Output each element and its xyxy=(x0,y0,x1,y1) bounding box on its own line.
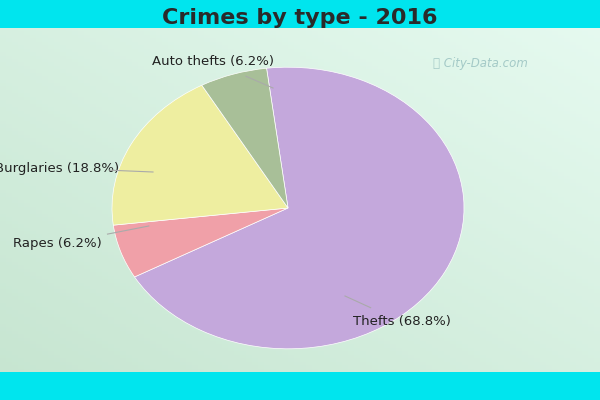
Wedge shape xyxy=(134,67,464,349)
Wedge shape xyxy=(112,85,288,225)
Wedge shape xyxy=(202,68,288,208)
Text: Burglaries (18.8%): Burglaries (18.8%) xyxy=(0,162,119,174)
Text: Auto thefts (6.2%): Auto thefts (6.2%) xyxy=(152,56,274,68)
Text: Thefts (68.8%): Thefts (68.8%) xyxy=(353,316,451,328)
Text: Rapes (6.2%): Rapes (6.2%) xyxy=(13,238,101,250)
Text: Crimes by type - 2016: Crimes by type - 2016 xyxy=(162,8,438,28)
Wedge shape xyxy=(113,208,288,277)
Text: ⓘ City-Data.com: ⓘ City-Data.com xyxy=(433,58,527,70)
